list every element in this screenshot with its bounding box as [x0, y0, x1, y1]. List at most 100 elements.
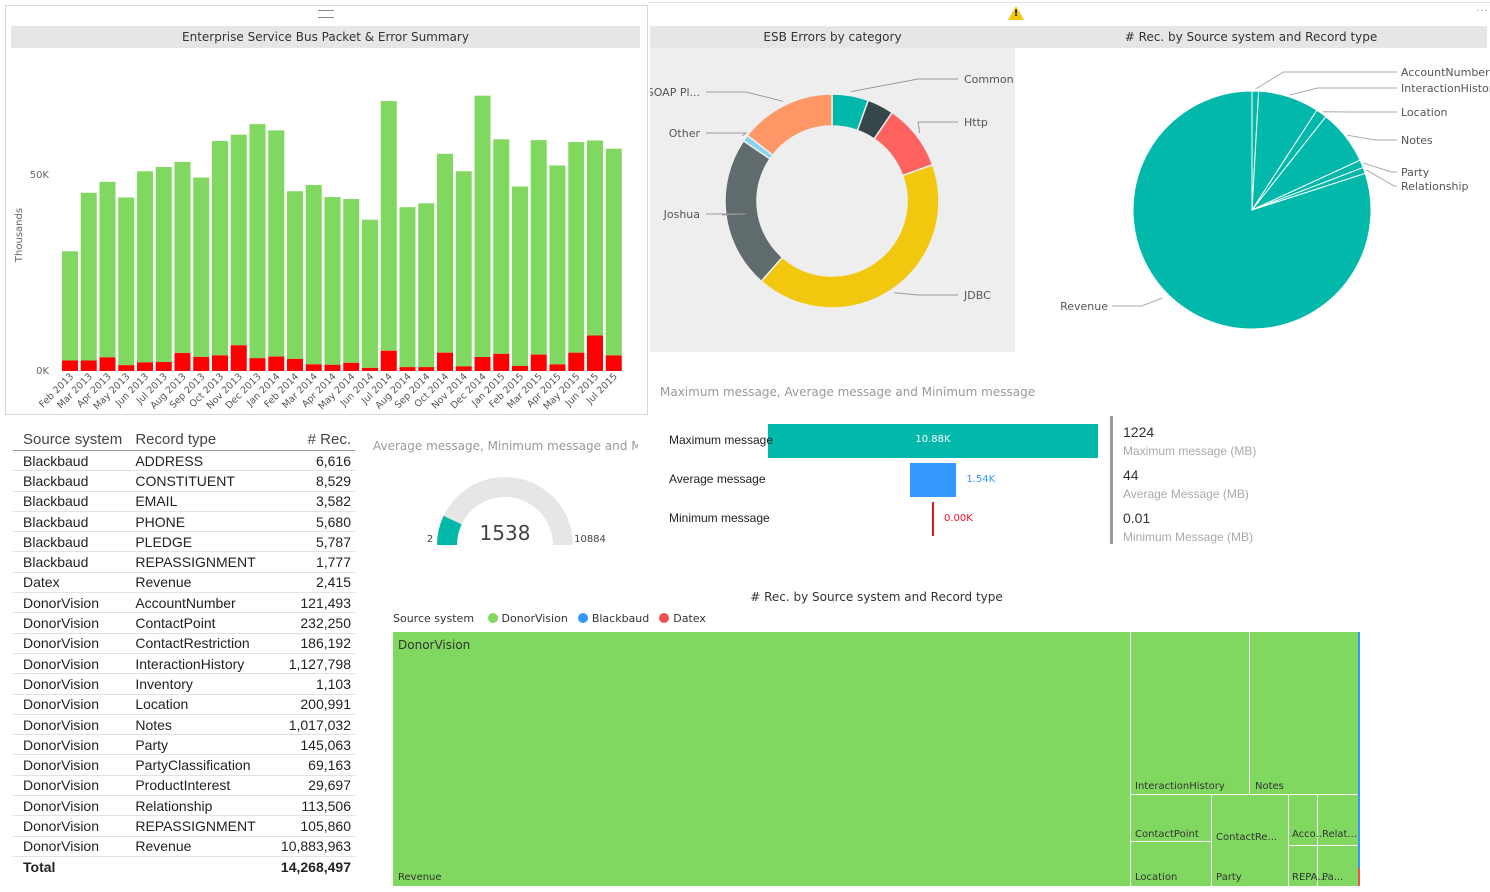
table-row[interactable]: Blackbaud EMAIL 3,582 — [13, 491, 355, 512]
bar-packets[interactable] — [512, 186, 528, 366]
table-row[interactable]: DonorVision Location 200,991 — [13, 694, 355, 715]
funnel-bar[interactable] — [932, 502, 934, 536]
bar-packets[interactable] — [230, 134, 247, 346]
bar-errors[interactable] — [137, 362, 153, 371]
bar-packets[interactable] — [268, 130, 285, 357]
bar-chart-panel[interactable] — [5, 5, 648, 415]
treemap-cell-accountnumber[interactable] — [1289, 795, 1318, 846]
table-row[interactable]: Blackbaud ADDRESS 6,616 — [13, 450, 355, 472]
pie-slice[interactable] — [1132, 90, 1372, 330]
table-row[interactable]: DonorVision ContactPoint 232,250 — [13, 612, 355, 634]
treemap-cell-interactionhistory[interactable] — [1131, 632, 1250, 795]
treemap-cell-blackbaud[interactable] — [1358, 632, 1360, 868]
table-row[interactable]: Datex Revenue 2,415 — [13, 572, 355, 594]
table-row[interactable]: Blackbaud REPASSIGNMENT 1,777 — [13, 551, 355, 573]
bar-errors[interactable] — [568, 352, 585, 371]
treemap-cell-notes[interactable] — [1250, 632, 1357, 795]
legend-item[interactable]: Datex — [673, 612, 706, 625]
bar-packets[interactable] — [380, 101, 397, 351]
table-row[interactable]: DonorVision Revenue 10,883,963 — [13, 836, 355, 857]
bar-errors[interactable] — [193, 356, 210, 371]
bar-packets[interactable] — [568, 142, 585, 353]
treemap[interactable]: DonorVision Revenue InteractionHistory N… — [393, 632, 1360, 886]
table-row[interactable]: DonorVision ProductInterest 29,697 — [13, 775, 355, 797]
bar-errors[interactable] — [268, 356, 285, 371]
treemap-cell-relationship[interactable] — [1318, 795, 1357, 846]
bar-errors[interactable] — [493, 353, 510, 371]
bar-errors[interactable] — [249, 358, 266, 371]
bar-errors[interactable] — [287, 358, 303, 371]
col-source-system[interactable]: Source system — [13, 430, 126, 451]
bar-errors[interactable] — [212, 355, 228, 371]
bar-packets[interactable] — [455, 171, 472, 367]
bar-packets[interactable] — [287, 191, 303, 359]
bar-packets[interactable] — [530, 140, 547, 355]
bar-packets[interactable] — [193, 177, 210, 357]
treemap-cell-location[interactable] — [1131, 842, 1212, 886]
table-row[interactable]: Blackbaud CONSTITUENT 8,529 — [13, 470, 355, 492]
bar-packets[interactable] — [249, 124, 266, 359]
col-record-type[interactable]: Record type — [125, 430, 271, 451]
table-row[interactable]: DonorVision ContactRestriction 186,192 — [13, 633, 355, 654]
bar-errors[interactable] — [530, 354, 547, 371]
table-row[interactable]: DonorVision Inventory 1,103 — [13, 673, 355, 695]
bar-errors[interactable] — [324, 364, 341, 371]
legend-item[interactable]: Blackbaud — [591, 612, 650, 625]
bar-packets[interactable] — [212, 140, 228, 356]
table-row[interactable]: DonorVision AccountNumber 121,493 — [13, 592, 355, 614]
table-row[interactable]: DonorVision Party 145,063 — [13, 734, 355, 756]
table-row[interactable]: DonorVision REPASSIGNMENT 105,860 — [13, 815, 355, 837]
bar-packets[interactable] — [118, 197, 135, 366]
bar-packets[interactable] — [587, 140, 603, 336]
bar-errors[interactable] — [230, 345, 247, 371]
bar-errors[interactable] — [380, 350, 397, 371]
record-table-container[interactable]: Source system Record type # Rec. Blackba… — [13, 430, 355, 877]
bar-packets[interactable] — [62, 251, 78, 361]
bar-packets[interactable] — [493, 139, 510, 354]
bar-packets[interactable] — [362, 219, 378, 368]
table-row[interactable]: DonorVision Relationship 113,506 — [13, 795, 355, 817]
bar-errors[interactable] — [587, 335, 603, 371]
bar-errors[interactable] — [174, 353, 191, 371]
bar-packets[interactable] — [549, 165, 566, 365]
donut-slice[interactable] — [760, 163, 940, 309]
bar-errors[interactable] — [62, 360, 78, 371]
treemap-cell-datex[interactable] — [1358, 868, 1360, 886]
bar-packets[interactable] — [474, 95, 491, 357]
bar-errors[interactable] — [80, 360, 97, 371]
bar-packets[interactable] — [324, 197, 341, 365]
bar-packets[interactable] — [155, 167, 172, 363]
bar-packets[interactable] — [137, 171, 153, 363]
bar-errors[interactable] — [605, 355, 622, 371]
bar-errors[interactable] — [155, 362, 172, 371]
bar-packets[interactable] — [418, 203, 435, 368]
bar-errors[interactable] — [118, 365, 135, 371]
bar-packets[interactable] — [80, 192, 97, 361]
treemap-cell-repassignment[interactable] — [1289, 846, 1318, 886]
table-row[interactable]: Blackbaud PHONE 5,680 — [13, 511, 355, 533]
table-row[interactable]: DonorVision PartyClassification 69,163 — [13, 754, 355, 776]
bar-errors[interactable] — [549, 364, 566, 371]
funnel-bar[interactable] — [909, 463, 957, 497]
drag-handle-icon[interactable] — [318, 10, 334, 18]
table-row[interactable]: Blackbaud PLEDGE 5,787 — [13, 531, 355, 553]
bar-errors[interactable] — [362, 367, 378, 371]
bar-errors[interactable] — [418, 367, 435, 371]
bar-errors[interactable] — [399, 367, 416, 371]
table-row[interactable]: DonorVision Notes 1,017,032 — [13, 714, 355, 736]
funnel-chart[interactable]: Maximum message 10.88K Average message 1.54… — [660, 420, 1105, 545]
bar-packets[interactable] — [305, 184, 322, 365]
donut-slice[interactable] — [724, 139, 784, 283]
legend-item[interactable]: DonorVision — [501, 612, 568, 625]
more-icon[interactable]: ··· — [1476, 6, 1489, 17]
funnel-bar[interactable] — [768, 424, 1098, 458]
bar-errors[interactable] — [305, 364, 322, 371]
donut-slice[interactable] — [746, 93, 833, 157]
col-rec-count[interactable]: # Rec. — [270, 430, 355, 451]
bar-errors[interactable] — [474, 356, 491, 371]
bar-packets[interactable] — [605, 148, 622, 356]
treemap-cell-revenue[interactable] — [393, 632, 1131, 886]
bar-packets[interactable] — [99, 181, 116, 358]
bar-packets[interactable] — [343, 199, 360, 363]
bar-errors[interactable] — [99, 357, 116, 371]
